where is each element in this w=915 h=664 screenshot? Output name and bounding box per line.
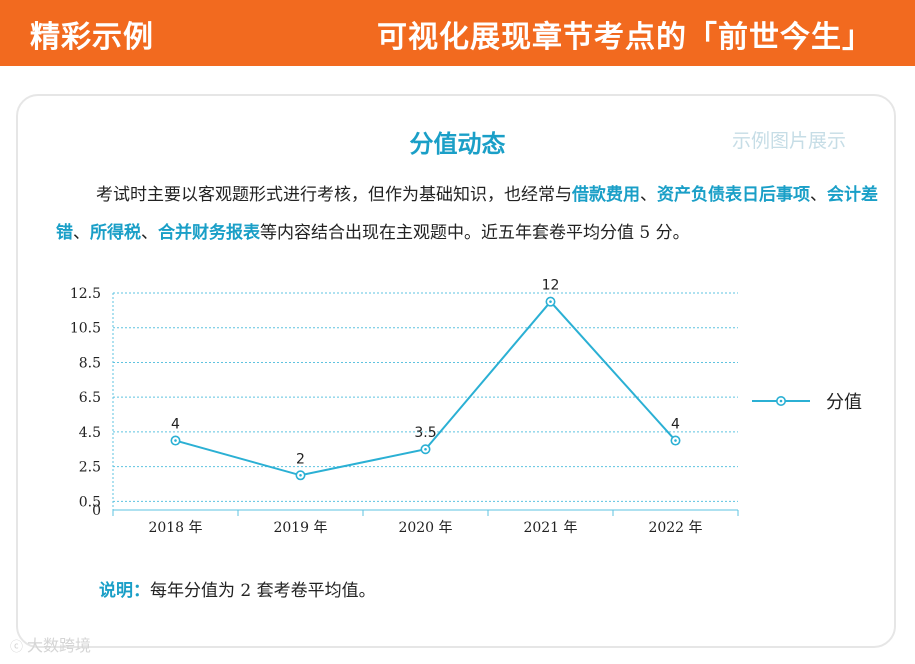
- data-label: 2: [296, 451, 305, 467]
- chart-note: 说明：每年分值为 2 套考卷平均值。: [99, 576, 376, 601]
- watermark: ⓒ 大数跨境: [10, 632, 91, 656]
- data-point-dot: [299, 473, 302, 477]
- y-tick-label: 6.5: [79, 390, 101, 406]
- data-label: 3.5: [414, 425, 436, 441]
- x-tick-label: 2018 年: [148, 520, 202, 536]
- x-tick-label: 2020 年: [398, 520, 452, 536]
- data-point-dot: [674, 439, 677, 442]
- topic-link-borrowing-costs: 借款费用: [572, 185, 640, 205]
- card-title: 分值动态: [409, 130, 506, 158]
- score-line-chart: 00.5 2.5 4.5 6.5 8.5 10.5 12.5 2018 年 2019 年 2020…: [70, 278, 862, 536]
- y-tick-label: 12.5: [70, 286, 101, 302]
- legend-label: 分值: [826, 392, 862, 413]
- topic-link-subsequent-events: 资产负债表日后事项: [657, 185, 810, 205]
- topic-link-accounting-errors: 会计差错: [56, 185, 878, 243]
- y-tick-label: 2.5: [79, 460, 101, 476]
- y-tick-label: 4.5: [79, 425, 101, 441]
- x-tick-label: 2019 年: [273, 520, 327, 536]
- para-text-before: 考试时主要以客观题形式进行考核，但作为基础知识，也经常与: [96, 185, 572, 205]
- para-separator: 、: [640, 185, 657, 205]
- data-label: 12: [542, 278, 560, 294]
- description-paragraph: 考试时主要以客观题形式进行考核，但作为基础知识，也经常与借款费用、资产负债表日后…: [56, 176, 896, 252]
- topic-link-consolidated-statements: 合并财务报表: [158, 223, 260, 243]
- content-card: [16, 94, 896, 648]
- header-left-title: 精彩示例: [30, 20, 154, 55]
- header-right-title: 可视化展现章节考点的「前世今生」: [377, 20, 873, 55]
- para-separator: 、: [810, 185, 827, 205]
- data-label: 4: [671, 417, 680, 433]
- para-separator: 、: [141, 223, 158, 243]
- x-tick-label: 2022 年: [648, 520, 702, 536]
- topic-link-income-tax: 所得税: [90, 223, 141, 243]
- y-tick-label: 0: [92, 503, 101, 519]
- y-tick-label: 8.5: [79, 355, 101, 371]
- legend-marker-dot: [779, 399, 783, 403]
- data-point-dot: [549, 300, 552, 303]
- header-bar: 精彩示例 可视化展现章节考点的「前世今生」: [0, 0, 915, 66]
- para-separator: 、: [73, 223, 90, 243]
- para-text-after: 等内容结合出现在主观题中。近五年套卷平均分值 5 分。: [260, 223, 690, 243]
- y-tick-label: 10.5: [70, 321, 101, 337]
- sample-label: 示例图片展示: [732, 130, 847, 152]
- note-label: 说明：: [99, 581, 150, 601]
- note-text: 每年分值为 2 套考卷平均值。: [150, 581, 376, 601]
- watermark-text: 大数跨境: [27, 636, 92, 655]
- y-tick-label: 0.5: [79, 494, 101, 510]
- data-point-dot: [424, 447, 427, 451]
- wechat-icon: ⓒ: [10, 640, 24, 655]
- data-point-dot: [174, 439, 177, 442]
- x-tick-label: 2021 年: [523, 520, 577, 536]
- data-label: 4: [171, 417, 180, 433]
